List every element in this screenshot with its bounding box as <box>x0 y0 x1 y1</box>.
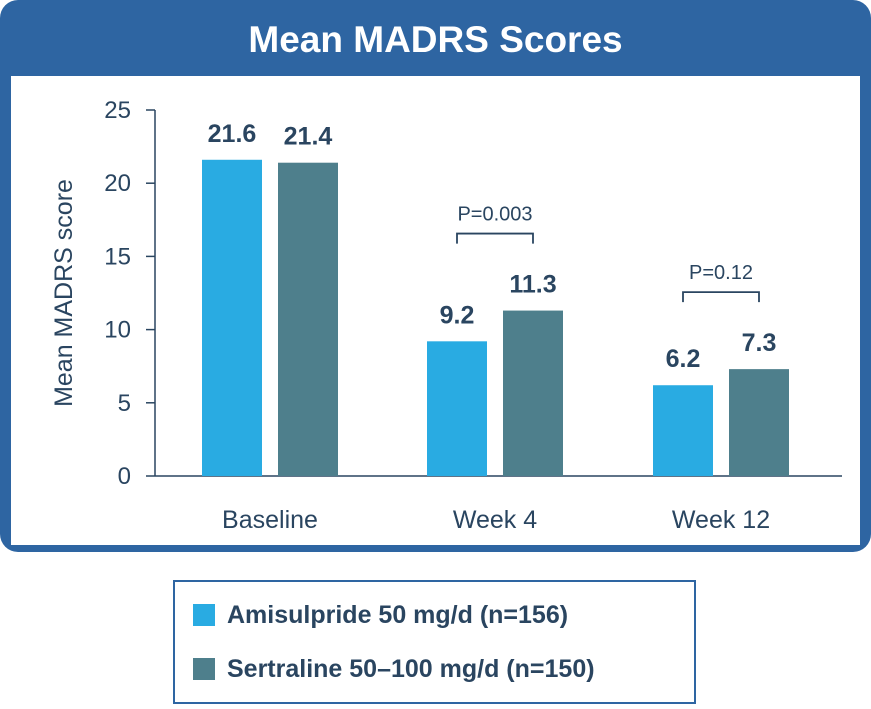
x-category-label-week-4: Week 4 <box>453 506 537 534</box>
significance-bracket-week-12 <box>682 291 760 303</box>
y-tick-label-10: 10 <box>104 317 131 344</box>
legend: Amisulpride 50 mg/d (n=156) Sertraline 5… <box>173 580 696 704</box>
y-tick-label-20: 20 <box>104 170 131 197</box>
p-value-label-week-12: P=0.12 <box>689 262 753 284</box>
value-label-amisulpride-week-4: 9.2 <box>440 301 475 329</box>
y-tick-label-0: 0 <box>118 463 131 490</box>
legend-swatch-amisulpride <box>193 604 215 626</box>
p-value-label-week-4: P=0.003 <box>457 204 532 226</box>
legend-item-amisulpride: Amisulpride 50 mg/d (n=156) <box>193 595 568 635</box>
legend-swatch-sertraline <box>193 658 215 680</box>
significance-bracket-week-4 <box>456 232 534 244</box>
value-label-amisulpride-week-12: 6.2 <box>666 345 701 373</box>
chart-title: Mean MADRS Scores <box>248 19 623 60</box>
x-category-label-week-12: Week 12 <box>672 506 770 534</box>
bar-sertraline-week-4 <box>503 310 563 476</box>
bar-amisulpride-week-4 <box>427 341 487 476</box>
legend-label-amisulpride: Amisulpride 50 mg/d (n=156) <box>227 600 569 629</box>
bar-sertraline-baseline <box>278 162 338 477</box>
value-label-sertraline-week-4: 11.3 <box>509 271 556 299</box>
bar-sertraline-week-12 <box>729 369 789 476</box>
y-axis-title: Mean MADRS score <box>50 179 78 407</box>
y-tick-label-25: 25 <box>104 97 131 124</box>
bar-amisulpride-week-12 <box>653 385 713 476</box>
value-label-amisulpride-baseline: 21.6 <box>208 120 257 148</box>
bar-amisulpride-baseline <box>202 159 262 476</box>
bar-chart: 0 5 10 15 20 25 Mean MADRS score 21.6 21.4 Baseli… <box>50 97 842 534</box>
value-label-sertraline-baseline: 21.4 <box>284 123 333 151</box>
y-tick-label-5: 5 <box>118 390 131 417</box>
y-tick-label-15: 15 <box>104 243 131 270</box>
value-label-sertraline-week-12: 7.3 <box>742 329 777 357</box>
legend-item-sertraline: Sertraline 50–100 mg/d (n=150) <box>193 649 595 689</box>
x-category-label-baseline: Baseline <box>222 506 318 534</box>
legend-label-sertraline: Sertraline 50–100 mg/d (n=150) <box>227 654 595 683</box>
